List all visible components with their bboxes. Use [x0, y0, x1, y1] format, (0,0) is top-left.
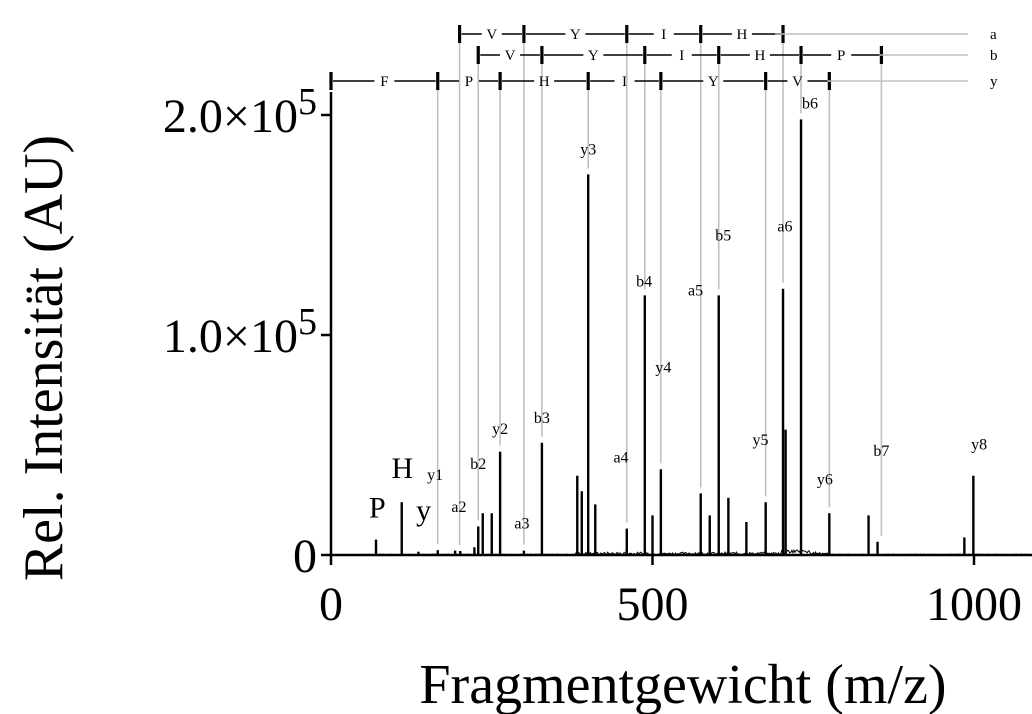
peak-labels: PHy y1 a2 b2 y2 a3 b3 y3 a4 b4 y4 a5 b5 y5 a6 b6 y6 b7 y8 — [369, 95, 987, 532]
ladder-y-residue-1: P — [465, 74, 473, 90]
ladder-b-residue-2: I — [679, 48, 684, 64]
x-tick-label-1: 500 — [617, 578, 689, 631]
peak-label-y2: y2 — [492, 421, 508, 438]
peak-label-y6: y6 — [817, 472, 833, 489]
peak-label-y4: y4 — [655, 359, 671, 376]
ladder-y-residue-3: I — [622, 74, 627, 90]
peak-label-y: y — [416, 494, 431, 527]
y-tick-label-0: 0 — [293, 530, 317, 583]
ladder-b-residue-3: H — [754, 48, 765, 64]
peak-label-a3: a3 — [514, 516, 529, 533]
x-tick-label-2: 1000 — [926, 578, 1022, 631]
ladder-b-residue-4: P — [837, 48, 845, 64]
peak-label-b6: b6 — [802, 95, 818, 112]
ladder-a-ion-label: a — [990, 27, 997, 43]
ladder-a-residue-2: I — [661, 27, 666, 43]
axes: 0 500 1000 0 1.0×105 2.0×105 — [163, 81, 1032, 631]
peak-label-b2: b2 — [470, 456, 486, 473]
x-axis-label: Fragmentgewicht (m/z) — [419, 654, 946, 714]
peak-label-b7: b7 — [873, 443, 889, 460]
peak-label-y8: y8 — [971, 436, 987, 453]
ladder-guide-lines — [436, 40, 883, 546]
peak-label-b4: b4 — [636, 274, 652, 291]
peak-label-y1: y1 — [427, 467, 443, 484]
ladder-y-ion-label: y — [990, 74, 998, 90]
ladder-a-residue-0: V — [486, 27, 497, 43]
peak-label-b5: b5 — [715, 227, 731, 244]
spectrum-peaks — [374, 119, 975, 555]
peak-label-a6: a6 — [777, 219, 792, 236]
peak-label-a2: a2 — [451, 499, 466, 516]
ladder-a-residue-3: H — [736, 27, 747, 43]
x-tick-label-0: 0 — [319, 578, 343, 631]
y-tick-label-1: 1.0×105 — [163, 301, 317, 363]
ladder-y-residue-0: F — [380, 74, 388, 90]
peak-label-H: H — [392, 452, 414, 485]
ladder-y-residue-5: V — [792, 74, 803, 90]
y-axis-label: Rel. Intensität (AU) — [13, 135, 75, 581]
ladder-y-residue-2: H — [539, 74, 550, 90]
ladder-b-residue-1: Y — [588, 48, 599, 64]
peak-label-b3: b3 — [534, 410, 550, 427]
ladder-b-ion-label: b — [990, 48, 998, 64]
peak-label-a4: a4 — [613, 450, 628, 467]
peak-label-y3: y3 — [580, 142, 596, 159]
peak-label-a5: a5 — [688, 282, 703, 299]
peak-label-y5: y5 — [753, 432, 769, 449]
ladder-a-residue-1: Y — [570, 27, 581, 43]
ladder-b-residue-0: V — [505, 48, 516, 64]
peak-label-P: P — [369, 492, 386, 525]
y-tick-label-2: 2.0×105 — [163, 81, 317, 143]
ladder-y-residue-4: Y — [708, 74, 719, 90]
